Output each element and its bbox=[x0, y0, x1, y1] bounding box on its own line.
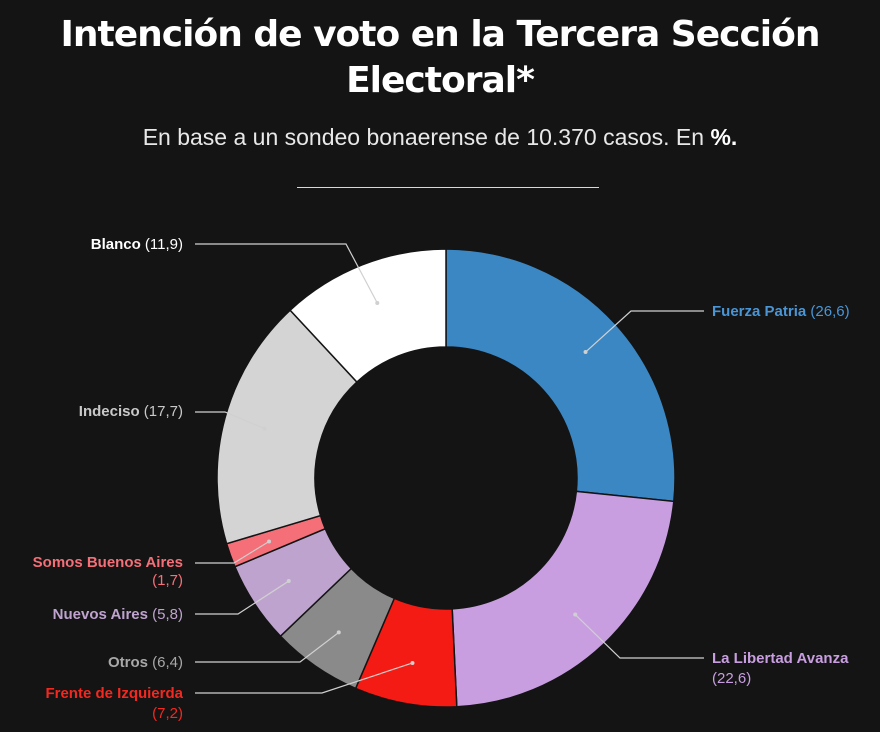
leader-dot-indeciso bbox=[262, 426, 267, 431]
label-name-nuevos-aires: Nuevos Aires bbox=[53, 606, 148, 623]
label-name-fuerza-patria: Fuerza Patria bbox=[712, 303, 807, 320]
label-value-la-libertad-avanza: (22,6) bbox=[712, 670, 751, 687]
leader-dot-somos-buenos-aires bbox=[267, 539, 272, 544]
chart-subtitle: En base a un sondeo bonaerense de 10.370… bbox=[0, 124, 880, 151]
label-name-blanco: Blanco bbox=[91, 236, 141, 253]
leader-frente-de-izquierda bbox=[195, 662, 413, 694]
label-fuerza-patria: Fuerza Patria (26,6) bbox=[712, 303, 850, 320]
label-name-la-libertad-avanza: La Libertad Avanza bbox=[712, 650, 849, 667]
donut-slices bbox=[216, 248, 676, 708]
label-value-indeciso: (17,7) bbox=[140, 403, 183, 420]
label-nuevos-aires: Nuevos Aires (5,8) bbox=[53, 606, 183, 623]
label-la-libertad-avanza: La Libertad Avanza bbox=[712, 650, 849, 667]
leader-dot-la-libertad-avanza bbox=[573, 612, 578, 617]
label-value-fuerza-patria: (26,6) bbox=[806, 303, 849, 320]
chart-subtitle-text: En base a un sondeo bonaerense de 10.370… bbox=[142, 124, 711, 150]
label-indeciso: Indeciso (17,7) bbox=[79, 403, 183, 420]
label-name-frente-de-izquierda: Frente de Izquierda bbox=[45, 685, 183, 702]
label-value-frente-de-izquierda: (7,2) bbox=[152, 705, 183, 722]
leader-dot-otros bbox=[336, 630, 341, 635]
label-name-otros: Otros bbox=[108, 654, 148, 671]
label-otros: Otros (6,4) bbox=[108, 654, 183, 671]
chart-title: Intención de voto en la Tercera Sección … bbox=[0, 12, 880, 104]
label-blanco: Blanco (11,9) bbox=[91, 236, 183, 253]
label-name-indeciso: Indeciso bbox=[79, 403, 140, 420]
chart-title-line-2: Electoral* bbox=[346, 60, 535, 101]
leader-dot-frente-de-izquierda bbox=[410, 660, 415, 665]
title-divider bbox=[297, 187, 599, 188]
leader-la-libertad-avanza bbox=[574, 614, 704, 659]
slice-fuerza-patria bbox=[445, 248, 676, 503]
chart-subtitle-unit: %. bbox=[710, 124, 738, 150]
label-name-somos-buenos-aires: Somos Buenos Aires bbox=[33, 554, 183, 571]
leader-fuerza-patria bbox=[585, 310, 704, 353]
chart-title-line-1: Intención de voto en la Tercera Sección bbox=[60, 14, 821, 55]
leader-dot-fuerza-patria bbox=[583, 350, 588, 355]
leader-indeciso bbox=[195, 411, 265, 430]
leader-dot-nuevos-aires bbox=[286, 579, 291, 584]
leader-somos-buenos-aires bbox=[195, 540, 270, 564]
slice-indeciso bbox=[216, 309, 358, 545]
leader-otros bbox=[195, 631, 340, 663]
slice-labels: Fuerza Patria (26,6) La Libertad Avanza (2… bbox=[33, 236, 850, 722]
label-frente-de-izquierda: Frente de Izquierda bbox=[45, 685, 183, 702]
leader-nuevos-aires bbox=[195, 580, 290, 615]
slice-la-libertad-avanza bbox=[451, 490, 675, 708]
label-value-otros: (6,4) bbox=[148, 654, 183, 671]
label-leaders bbox=[195, 243, 704, 694]
label-value-nuevos-aires: (5,8) bbox=[148, 606, 183, 623]
leader-dot-blanco bbox=[375, 301, 380, 306]
label-somos-buenos-aires: Somos Buenos Aires bbox=[33, 554, 183, 571]
leader-blanco bbox=[195, 243, 378, 304]
label-value-blanco: (11,9) bbox=[141, 236, 183, 253]
label-value-somos-buenos-aires: (1,7) bbox=[152, 572, 183, 589]
slice-blanco bbox=[289, 248, 447, 384]
